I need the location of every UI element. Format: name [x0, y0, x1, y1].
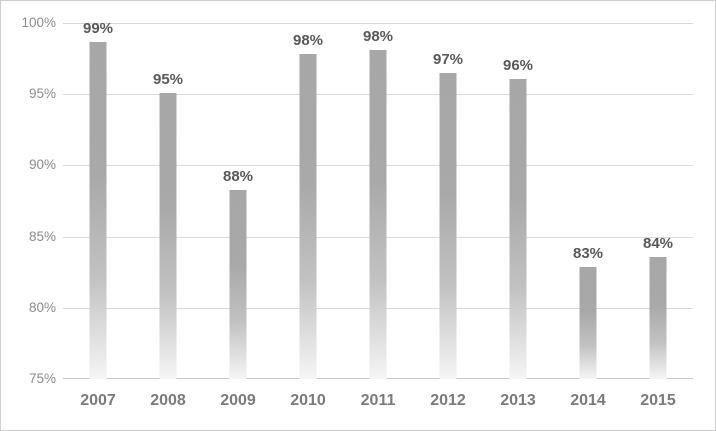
category-label-2008: 2008 — [150, 392, 186, 409]
bar-slot-2012: 97% — [413, 23, 483, 379]
bar-value-label-2015: 84% — [642, 234, 674, 252]
bar-value-label-2009: 88% — [222, 167, 254, 185]
category-label-2007: 2007 — [80, 392, 116, 409]
bar-2012 — [439, 72, 457, 379]
bar-2015 — [649, 256, 667, 379]
y-tick-label: 80% — [28, 300, 56, 315]
bar-value-label-2012: 97% — [432, 50, 464, 68]
bar-2013 — [509, 78, 527, 379]
bar-2008 — [159, 92, 177, 379]
category-label-2012: 2012 — [430, 392, 466, 409]
bar-value-label-2010: 98% — [292, 32, 324, 50]
bar-slot-2008: 95% — [133, 23, 203, 379]
y-axis: 100% 95% 90% 85% 80% 75% — [7, 15, 56, 386]
category-label-2011: 2011 — [360, 392, 396, 409]
category-label-2015: 2015 — [640, 392, 676, 409]
bar-value-label-2007: 99% — [82, 19, 114, 37]
category-label-2014: 2014 — [570, 392, 606, 409]
bar-2011 — [369, 50, 387, 379]
bar-slot-2015: 84% — [623, 23, 693, 379]
category-label-2013: 2013 — [500, 392, 536, 409]
bar-slot-2007: 99% — [63, 19, 133, 379]
y-tick-label: 90% — [28, 157, 56, 172]
bar-value-label-2008: 95% — [152, 70, 184, 88]
bar-value-label-2013: 96% — [502, 56, 534, 74]
category-label-2009: 2009 — [220, 392, 256, 409]
bar-slot-2010: 98% — [273, 23, 343, 379]
bar-value-label-2014: 83% — [572, 244, 604, 262]
bar-value-label-2011: 98% — [362, 28, 394, 46]
gridline — [63, 23, 693, 24]
y-tick-label: 85% — [28, 229, 56, 244]
y-tick-label: 75% — [28, 371, 56, 386]
plot-area: 99% 95% 88% 98% 98% 97% 96% 83% 84% — [63, 19, 693, 379]
bar-2014 — [579, 266, 597, 379]
y-tick-label: 95% — [28, 86, 56, 101]
y-tick-label: 100% — [21, 15, 56, 30]
bar-series: 99% 95% 88% 98% 98% 97% 96% 83% 84% — [63, 19, 693, 379]
bar-slot-2009: 88% — [203, 23, 273, 379]
bar-slot-2011: 98% — [343, 23, 413, 379]
x-axis: 2007 2008 2009 2010 2011 2012 2013 2014 2015 — [63, 390, 693, 412]
bar-2010 — [299, 54, 317, 379]
bar-slot-2014: 83% — [553, 23, 623, 379]
bar-2009 — [229, 189, 247, 379]
bar-slot-2013: 96% — [483, 23, 553, 379]
category-label-2010: 2010 — [290, 392, 326, 409]
bar-2007 — [89, 41, 107, 379]
